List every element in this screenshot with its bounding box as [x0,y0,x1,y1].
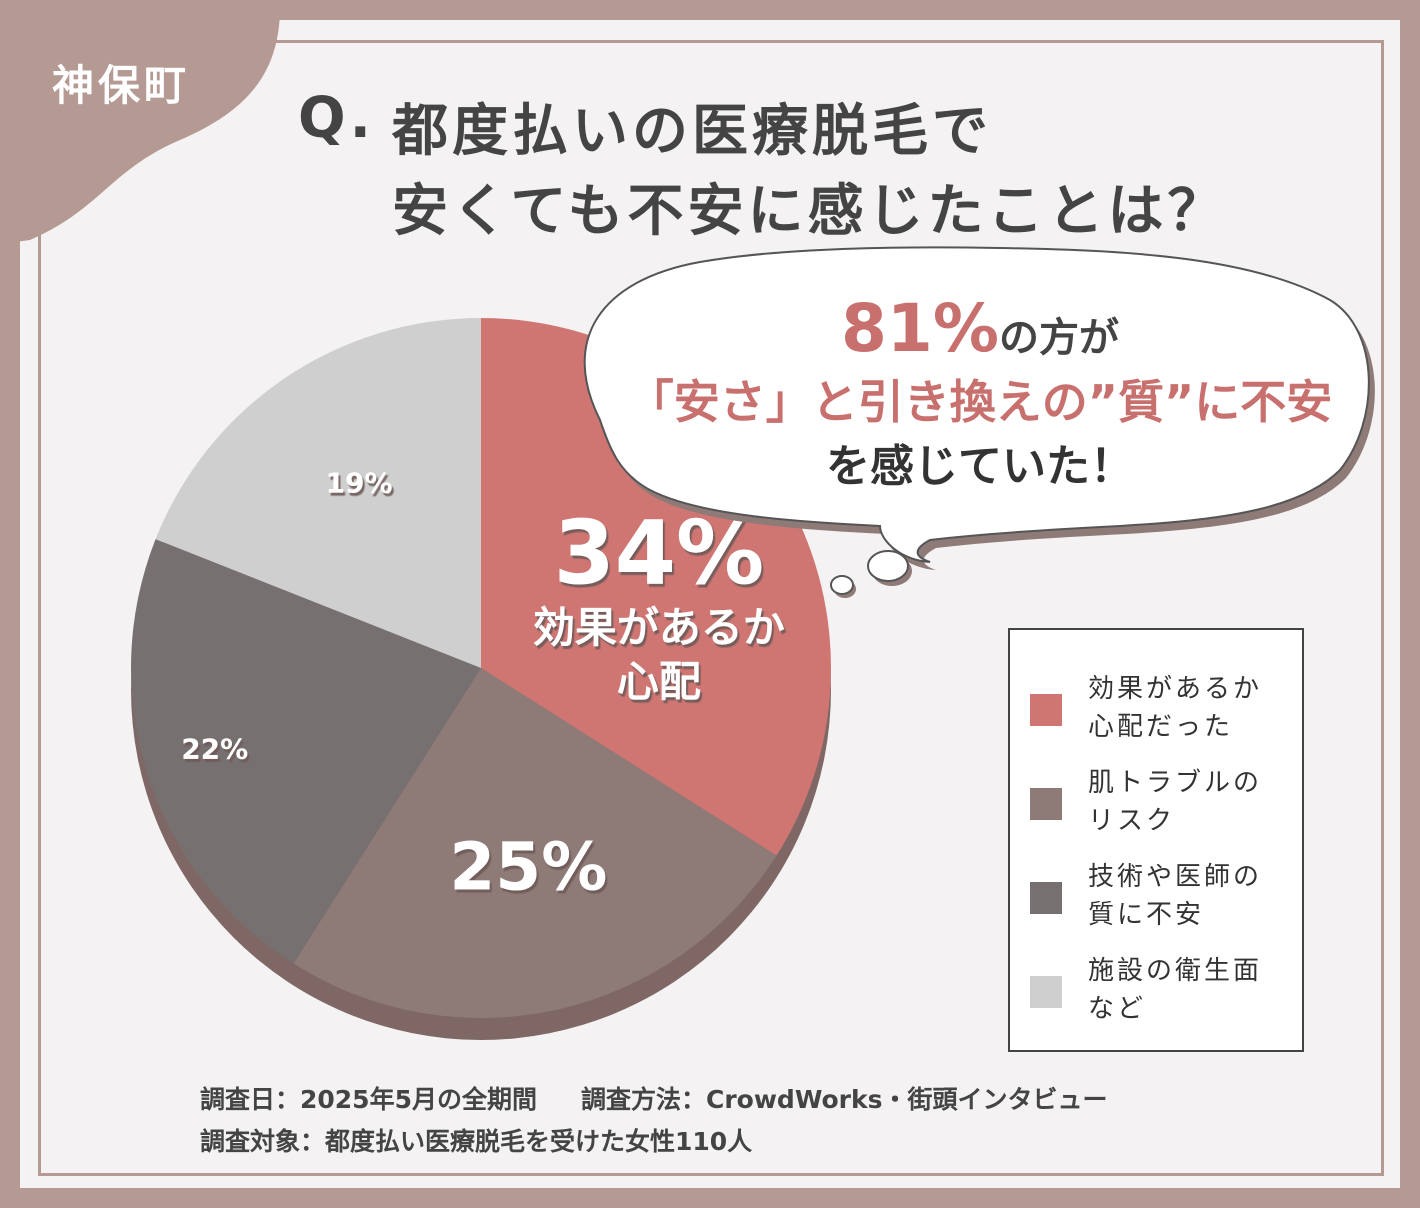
question-line-2: 安くても不安に感じたことは？ [392,179,1228,244]
speech-bubble [583,246,1375,598]
legend: 効果があるか 心配だった 肌トラブルの リスク 技術や医師の 質に不安 施設の衛生面な… [1008,628,1304,1052]
inner-frame [38,40,1384,1176]
question-line-1: 都度払いの医療脱毛で [392,99,992,164]
slice-label: 25% [449,829,607,906]
highlight-percent: 81% [841,290,999,367]
legend-item: 肌トラブルの リスク [1030,764,1290,844]
legend-label: 肌トラブルの リスク [1088,768,1263,836]
bubble-line-2: 「安さ」と引き換えの”質”に不安 [627,375,1333,429]
legend-swatch [1030,694,1062,726]
survey-target: 調査対象：都度払い医療脱毛を受けた女性110人 [200,1127,753,1156]
bubble-line-1: 81%の方が [590,290,1370,367]
legend-swatch [1030,882,1062,914]
legend-item: 技術や医師の 質に不安 [1030,858,1290,938]
location-label: 神保町 [52,61,191,110]
legend-swatch [1030,976,1062,1008]
survey-method: 調査方法：CrowdWorks・街頭インタビュー [580,1085,1108,1114]
question-mark-label: Q. [298,86,375,151]
footer-line-1: 調査日：2025年5月の全期間 調査方法：CrowdWorks・街頭インタビュー [200,1080,1108,1116]
pie-slice [293,668,777,1018]
legend-label: 効果があるか 心配だった [1088,674,1263,742]
legend-item: 施設の衛生面 など [1030,952,1290,1032]
slice-callout: 心配 [617,657,701,706]
pie-slice [155,318,481,668]
slice-label: 22% [181,733,248,766]
slice-callout: 効果があるか [533,603,785,652]
pie-slice [131,539,482,964]
legend-item: 効果があるか 心配だった [1030,670,1290,750]
legend-label: 技術や医師の 質に不安 [1088,862,1263,930]
bubble-line-3: を感じていた！ [826,441,1134,492]
slice-label: 19% [326,467,393,500]
survey-date: 調査日：2025年5月の全期間 [200,1085,537,1114]
legend-label: 施設の衛生面 など [1088,956,1263,1024]
bubble-line-1-rest: の方が [998,315,1119,361]
legend-swatch [1030,788,1062,820]
corner-tab [0,0,281,244]
